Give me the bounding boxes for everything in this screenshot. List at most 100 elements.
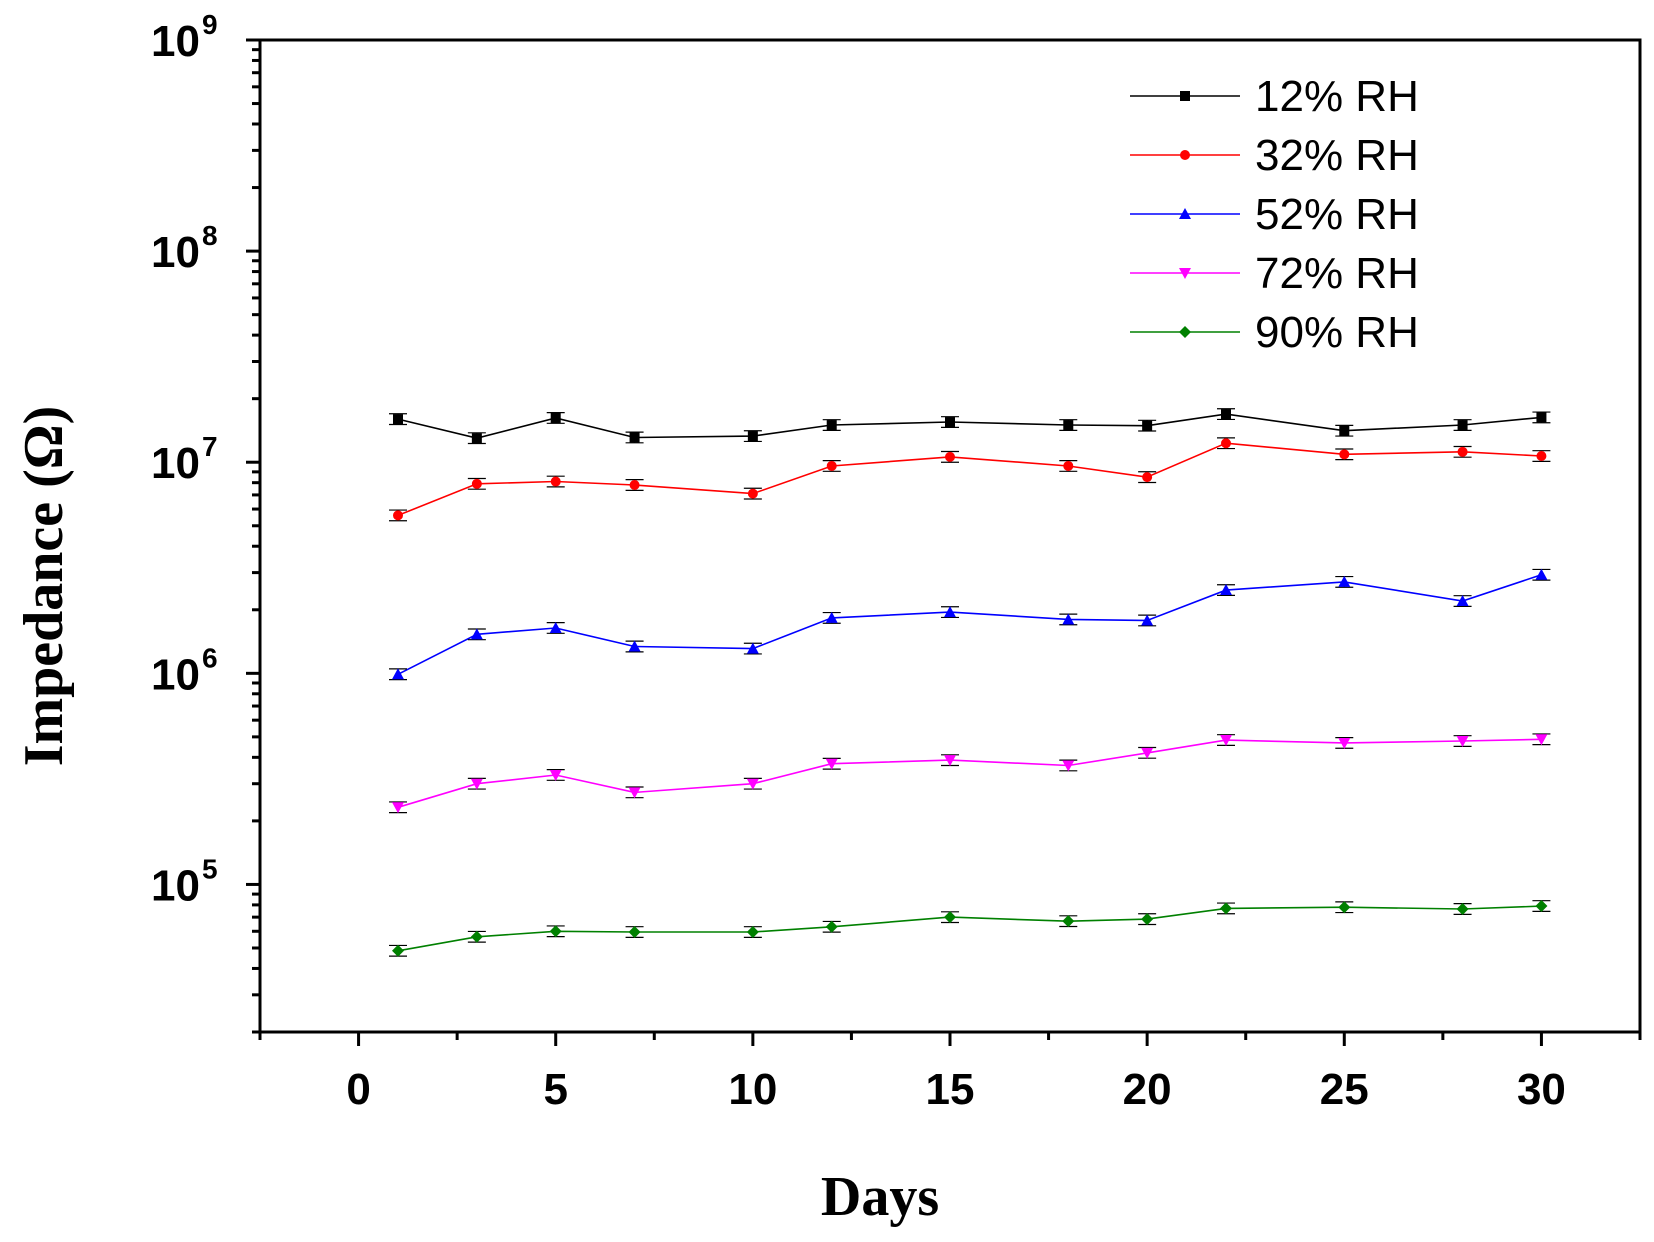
marker-triangle-down — [1220, 735, 1232, 747]
marker-diamond — [1062, 915, 1075, 928]
marker-diamond — [1456, 903, 1469, 916]
y-tick-label: 10 — [151, 861, 200, 910]
y-tick-label: 10 — [151, 650, 200, 699]
marker-square — [1221, 409, 1231, 420]
series-12-rh — [389, 408, 1551, 445]
series-group — [389, 408, 1551, 957]
marker-diamond — [470, 930, 483, 943]
marker-circle — [1142, 472, 1153, 483]
x-tick-label: 20 — [1123, 1065, 1172, 1114]
marker-square — [1339, 425, 1350, 436]
legend-label: 32% RH — [1255, 131, 1419, 180]
y-axis-title: Impedance (Ω) — [13, 406, 75, 767]
marker-triangle-up — [549, 621, 562, 633]
legend-label: 52% RH — [1255, 190, 1419, 239]
marker-triangle-up — [1220, 584, 1232, 596]
marker-square — [1142, 420, 1153, 431]
marker-square — [747, 431, 758, 442]
marker-triangle-down — [746, 778, 759, 790]
marker-square — [826, 420, 837, 431]
x-axis-title: Days — [821, 1166, 939, 1228]
y-tick-label: 10 — [151, 439, 200, 488]
x-tick-label: 25 — [1320, 1065, 1369, 1114]
series-72-rh — [389, 733, 1551, 814]
legend-label: 90% RH — [1255, 308, 1419, 357]
marker-square — [629, 432, 640, 443]
marker-triangle-up — [1179, 208, 1191, 219]
marker-triangle-up — [1062, 613, 1075, 625]
marker-circle — [1536, 451, 1547, 462]
marker-circle — [629, 480, 640, 491]
y-tick-exponent: 7 — [202, 431, 218, 462]
marker-triangle-down — [1179, 268, 1191, 279]
marker-circle — [1063, 460, 1074, 471]
plot-frame — [258, 38, 1642, 1034]
x-tick-label: 0 — [346, 1065, 370, 1114]
marker-circle — [826, 460, 837, 471]
marker-triangle-down — [825, 758, 838, 770]
y-tick-label: 10 — [151, 17, 200, 66]
legend-item: 52% RH — [1130, 190, 1419, 239]
marker-triangle-down — [1338, 737, 1351, 749]
marker-square — [471, 433, 482, 444]
x-tick-label: 15 — [926, 1065, 975, 1114]
x-tick-label: 30 — [1517, 1065, 1566, 1114]
marker-triangle-up — [1456, 595, 1469, 607]
marker-diamond — [746, 926, 759, 939]
marker-circle — [1339, 449, 1350, 460]
marker-circle — [393, 510, 403, 521]
marker-triangle-down — [1141, 747, 1154, 759]
x-tick-label: 10 — [728, 1065, 777, 1114]
marker-triangle-up — [746, 642, 759, 654]
marker-diamond — [1141, 913, 1154, 926]
marker-diamond — [944, 911, 956, 924]
y-tick-exponent: 6 — [202, 642, 218, 673]
legend-label: 72% RH — [1255, 249, 1419, 298]
y-tick-exponent: 8 — [202, 220, 218, 251]
series-52-rh — [389, 568, 1551, 681]
marker-circle — [945, 451, 955, 462]
marker-triangle-up — [944, 606, 956, 618]
marker-circle — [747, 488, 758, 499]
marker-diamond — [628, 926, 641, 939]
marker-triangle-up — [628, 640, 641, 652]
y-tick-exponent: 9 — [202, 9, 218, 40]
marker-triangle-up — [392, 668, 404, 680]
series-32-rh — [389, 437, 1551, 522]
marker-diamond — [1220, 902, 1232, 915]
y-tick-label: 10 — [151, 228, 200, 277]
legend-item: 12% RH — [1130, 72, 1419, 121]
marker-triangle-up — [825, 611, 838, 623]
marker-square — [1457, 420, 1468, 431]
marker-triangle-down — [944, 755, 956, 767]
x-tick-label: 5 — [543, 1065, 567, 1114]
marker-square — [1063, 420, 1074, 431]
marker-circle — [471, 478, 482, 489]
marker-triangle-down — [1456, 736, 1469, 748]
marker-diamond — [392, 944, 404, 957]
marker-square — [1180, 91, 1190, 101]
marker-square — [945, 417, 955, 428]
legend-item: 32% RH — [1130, 131, 1419, 180]
marker-square — [393, 414, 403, 425]
marker-triangle-up — [1141, 614, 1154, 626]
marker-diamond — [825, 920, 838, 933]
marker-triangle-down — [1535, 734, 1548, 746]
marker-circle — [1180, 150, 1190, 160]
marker-triangle-down — [1062, 760, 1075, 772]
marker-triangle-down — [392, 802, 404, 814]
marker-circle — [550, 476, 561, 487]
marker-triangle-down — [628, 787, 641, 799]
legend-item: 90% RH — [1130, 308, 1419, 357]
marker-diamond — [549, 925, 562, 938]
marker-diamond — [1179, 326, 1191, 338]
marker-circle — [1457, 446, 1468, 457]
marker-triangle-down — [549, 769, 562, 781]
series-90-rh — [389, 900, 1551, 957]
legend-label: 12% RH — [1255, 72, 1419, 121]
marker-triangle-up — [1535, 568, 1548, 580]
marker-square — [1536, 412, 1547, 423]
y-tick-exponent: 5 — [202, 853, 218, 884]
